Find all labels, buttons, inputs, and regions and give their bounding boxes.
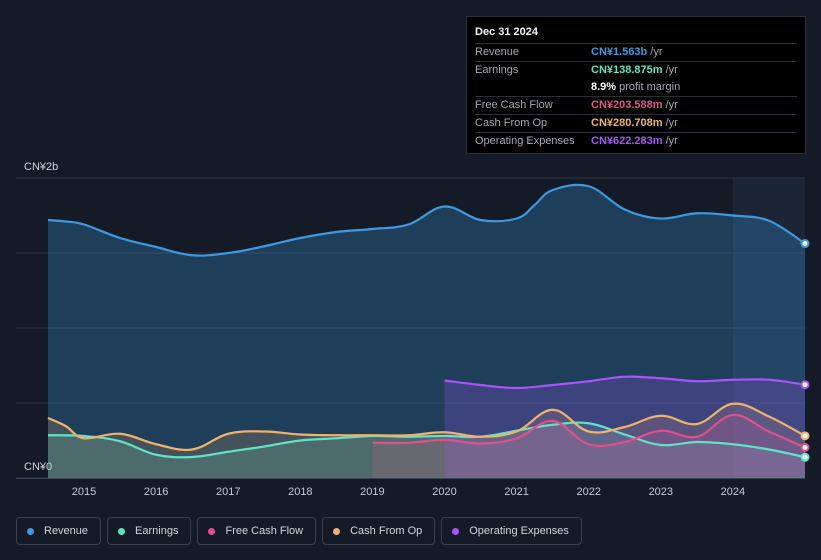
revenue-line [47,183,806,257]
legend-dot-icon [452,527,460,535]
tooltip-label: Revenue [475,46,520,58]
legend-free-cash-flow[interactable]: Free Cash Flow [197,517,317,545]
legend-dot-icon [27,527,34,535]
earnings-area [48,422,805,478]
tooltip-unit: profit margin [619,81,681,93]
legend-cash-from-op[interactable]: Cash From Op [322,517,436,545]
tooltip-row-cfo: Cash From Op CN¥280.708m /yr [475,114,797,132]
chart-legend: Revenue Earnings Free Cash Flow Cash Fro… [16,517,582,547]
tooltip-row-opex: Operating Expenses CN¥622.283m /yr [475,132,797,150]
x-tick-label: 2023 [649,486,673,498]
tooltip-label [475,79,591,96]
tooltip-date: Dec 31 2024 [475,26,538,38]
free-cash-flow-line [372,413,806,449]
legend-operating-expenses[interactable]: Operating Expenses [441,517,582,545]
y-axis-top-label: CN¥2b [24,161,58,173]
tooltip-value: CN¥622.283m [591,135,663,147]
earnings-line [47,421,806,459]
x-tick-label: 2015 [72,486,96,498]
tooltip-unit: /yr [665,64,678,76]
x-tick-label: 2019 [360,486,384,498]
legend-dot-icon [118,527,126,535]
tooltip-label: Operating Expenses [475,135,575,147]
tooltip-label: Earnings [475,64,519,76]
free-cash-flow-endpoint [800,442,810,452]
tooltip-row-earnings: Earnings CN¥138.875m /yr [475,61,797,79]
cash-from-op-endpoint [800,431,810,441]
operating-expenses-line [444,375,806,390]
revenue-endpoint [800,239,810,249]
tooltip-value: 8.9% [591,81,617,93]
tooltip-value: CN¥138.875m [591,64,663,76]
legend-dot-icon [333,527,341,535]
tooltip-value: CN¥203.588m [591,99,663,111]
earnings-endpoint [800,452,810,462]
legend-label: Free Cash Flow [225,525,304,537]
data-tooltip: Dec 31 2024 Revenue CN¥1.563b /yr Earnin… [466,16,806,154]
legend-dot-icon [208,527,216,535]
legend-label: Operating Expenses [469,525,569,537]
legend-earnings[interactable]: Earnings [107,517,192,545]
tooltip-row-revenue: Revenue CN¥1.563b /yr [475,43,797,61]
legend-revenue[interactable]: Revenue [16,517,102,545]
cash-from-op-line [47,402,806,452]
tooltip-unit: /yr [650,46,663,58]
tooltip-value: CN¥280.708m [591,117,663,129]
x-tick-label: 2022 [576,486,600,498]
legend-label: Cash From Op [350,525,423,537]
tooltip-unit: /yr [665,117,678,129]
legend-label: Revenue [44,525,89,537]
free-cash-flow-area [372,414,805,478]
x-tick-label: 2021 [504,486,528,498]
tooltip-label: Cash From Op [475,117,548,129]
x-tick-label: 2024 [721,486,745,498]
tooltip-row-fcf: Free Cash Flow CN¥203.588m /yr [475,96,797,114]
revenue-area [48,184,805,478]
x-tick-label: 2018 [288,486,312,498]
y-axis-bottom-label: CN¥0 [24,461,52,473]
tooltip-label: Free Cash Flow [475,99,553,111]
operating-expenses-endpoint [800,380,810,390]
tooltip-row-margin: 8.9% profit margin [475,79,797,96]
tooltip-unit: /yr [665,99,678,111]
tooltip-unit: /yr [665,135,678,147]
tooltip-value: CN¥1.563b [591,46,648,58]
x-tick-label: 2017 [216,486,240,498]
x-tick-label: 2020 [432,486,456,498]
legend-label: Earnings [135,525,179,537]
x-tick-label: 2016 [144,486,168,498]
